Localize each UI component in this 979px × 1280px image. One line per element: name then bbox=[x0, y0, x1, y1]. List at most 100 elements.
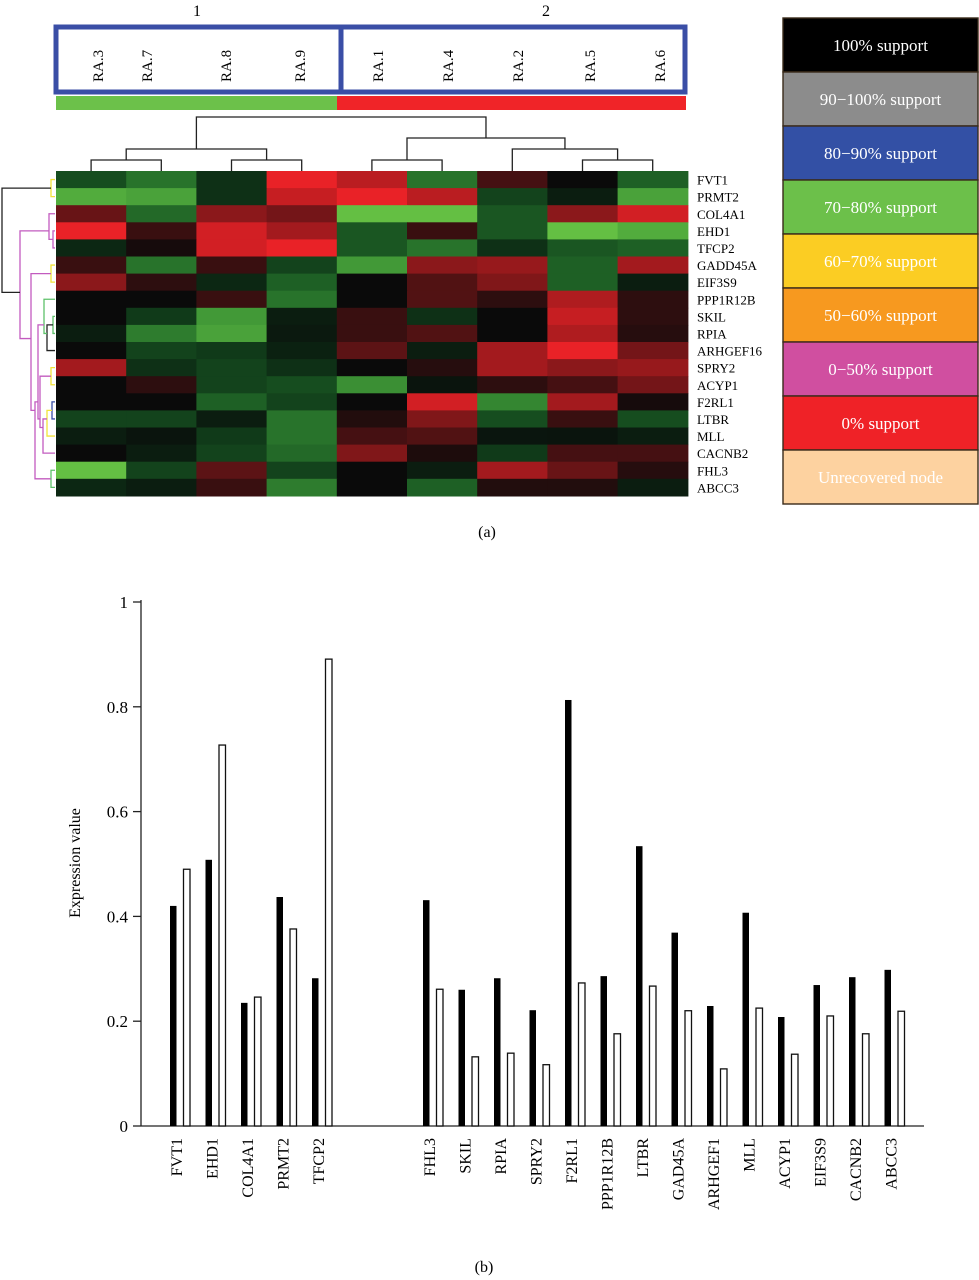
column-label: RA.2 bbox=[511, 50, 527, 82]
bar-filled bbox=[565, 699, 572, 1126]
heatmap-cell bbox=[196, 478, 268, 497]
x-tick-label: COL4A1 bbox=[240, 1138, 257, 1198]
row-dendrogram-branch bbox=[37, 324, 44, 420]
bar-filled bbox=[671, 932, 678, 1126]
heatmap-cell bbox=[547, 376, 619, 394]
heatmap-cell bbox=[547, 256, 619, 275]
bar-filled bbox=[778, 1017, 785, 1126]
bar-filled bbox=[205, 859, 212, 1126]
legend-label: 50−60% support bbox=[824, 306, 937, 325]
heatmap-cell bbox=[407, 393, 478, 411]
row-label: COL4A1 bbox=[697, 207, 745, 222]
row-dendrogram-branch bbox=[50, 178, 55, 198]
bar-filled bbox=[312, 978, 319, 1126]
heatmap-cell bbox=[477, 256, 548, 275]
heatmap-cell bbox=[547, 273, 619, 292]
heatmap-cell bbox=[126, 188, 197, 206]
heatmap-cell bbox=[126, 461, 197, 480]
heatmap-cell bbox=[617, 359, 689, 377]
heatmap-cell bbox=[266, 188, 338, 206]
column-label: RA.1 bbox=[371, 50, 387, 82]
heatmap-cell bbox=[407, 188, 478, 206]
heatmap-cell bbox=[407, 256, 478, 275]
bar-filled bbox=[529, 1010, 536, 1126]
column-dendrogram-branch bbox=[371, 159, 443, 171]
row-label: MLL bbox=[697, 429, 725, 444]
heatmap-cell bbox=[196, 444, 268, 463]
x-tick-label: EHD1 bbox=[205, 1138, 222, 1179]
heatmap-cell bbox=[56, 359, 127, 377]
x-tick-label: GAD45A bbox=[671, 1138, 688, 1201]
heatmap-cell bbox=[407, 324, 478, 343]
heatmap-cell bbox=[407, 444, 478, 463]
heatmap-cell bbox=[126, 171, 197, 189]
heatmap-cell bbox=[477, 290, 548, 309]
row-dendrogram-branch bbox=[43, 298, 55, 335]
column-label: RA.3 bbox=[91, 50, 107, 82]
legend-item: 90−100% support bbox=[782, 71, 979, 127]
heatmap-cell bbox=[56, 222, 127, 240]
cluster-boxes bbox=[53, 24, 688, 95]
heatmap-cell bbox=[336, 273, 408, 292]
legend-swatch bbox=[782, 395, 979, 451]
heatmap-cell bbox=[196, 205, 268, 223]
bar-filled bbox=[241, 1002, 248, 1126]
bar-filled bbox=[707, 1006, 714, 1126]
heatmap-cell bbox=[196, 273, 268, 292]
row-label: SPRY2 bbox=[697, 361, 735, 376]
row-label: F2RL1 bbox=[697, 395, 734, 410]
legend-label: 60−70% support bbox=[824, 252, 937, 271]
legend-label: 70−80% support bbox=[824, 198, 937, 217]
heatmap-cell bbox=[617, 478, 689, 497]
heatmap-cell bbox=[336, 324, 408, 343]
column-label: RA.7 bbox=[140, 49, 156, 82]
heatmap-cell bbox=[617, 171, 689, 189]
heatmap-cell bbox=[617, 410, 689, 429]
heatmap-cell bbox=[477, 188, 548, 206]
heatmap-cell bbox=[547, 478, 619, 497]
column-label: RA.5 bbox=[583, 50, 599, 82]
heatmap-cell bbox=[547, 307, 619, 326]
legend-label: 80−90% support bbox=[824, 144, 937, 163]
row-dendrogram-branch bbox=[50, 264, 55, 283]
bar-filled bbox=[742, 912, 749, 1126]
heatmap-cell bbox=[56, 478, 127, 497]
column-dendrogram-branch bbox=[230, 159, 303, 171]
heatmap-cell bbox=[336, 171, 408, 189]
cluster-bar-2 bbox=[337, 96, 686, 110]
legend-swatch bbox=[782, 287, 979, 343]
heatmap-cell bbox=[617, 222, 689, 240]
legend-label: 0−50% support bbox=[828, 360, 933, 379]
heatmap-cell bbox=[547, 444, 619, 463]
heatmap-cell bbox=[547, 410, 619, 429]
legend-item: 0−50% support bbox=[782, 341, 979, 397]
heatmap-cell bbox=[266, 324, 338, 343]
heatmap-cell bbox=[266, 461, 338, 480]
row-dendrogram-branch bbox=[19, 230, 49, 340]
y-tick-label: 0.8 bbox=[107, 698, 128, 717]
heatmap-cell bbox=[336, 393, 408, 411]
x-tick-label: EIF3S9 bbox=[813, 1138, 830, 1187]
heatmap-cell bbox=[477, 359, 548, 377]
heatmap-cell bbox=[126, 324, 197, 343]
legend-item: Unrecovered node bbox=[782, 449, 979, 505]
bar-open bbox=[542, 1064, 551, 1127]
bar-open bbox=[684, 1010, 693, 1127]
x-tick-label: ACYP1 bbox=[777, 1138, 794, 1189]
legend-item: 60−70% support bbox=[782, 233, 979, 289]
heatmap-cell bbox=[477, 342, 548, 360]
heatmap-cell bbox=[547, 461, 619, 480]
heatmap-cell bbox=[266, 444, 338, 463]
heatmap-cell bbox=[617, 461, 689, 480]
column-dendrogram bbox=[90, 116, 654, 171]
heatmap-cell bbox=[126, 256, 197, 275]
heatmap-cell bbox=[547, 342, 619, 360]
heatmap-cell bbox=[617, 273, 689, 292]
heatmap-cell bbox=[56, 393, 127, 411]
heatmap-cell bbox=[477, 444, 548, 463]
heatmap-cell bbox=[126, 410, 197, 429]
heatmap-cell bbox=[336, 205, 408, 223]
heatmap-cell bbox=[56, 444, 127, 463]
row-label: ABCC3 bbox=[697, 480, 739, 495]
